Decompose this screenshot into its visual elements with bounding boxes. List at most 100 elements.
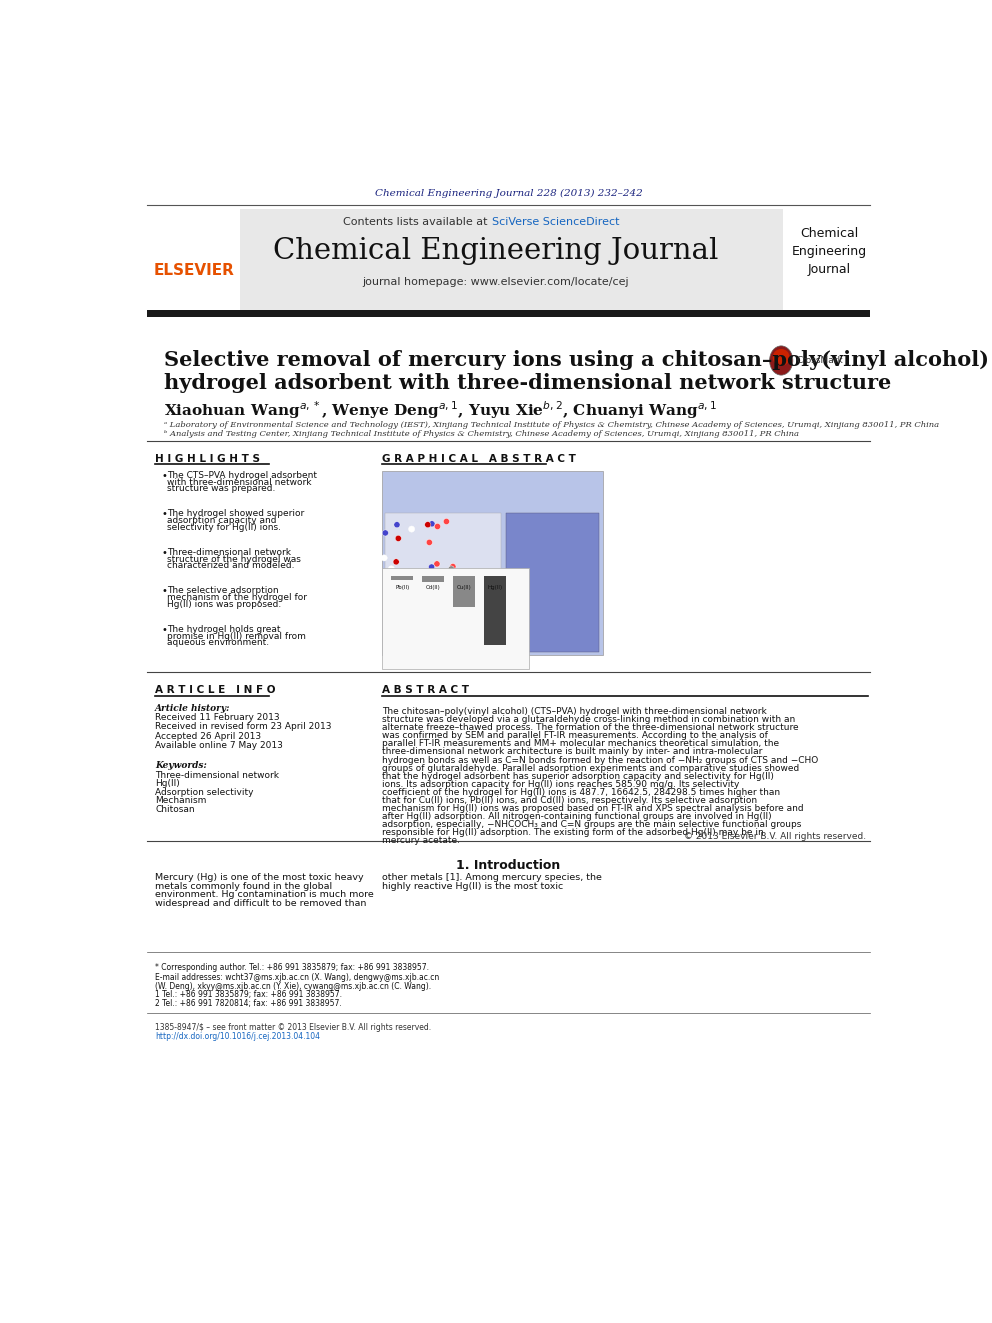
Text: Mechanism: Mechanism bbox=[155, 796, 206, 806]
Text: Mercury (Hg) is one of the most toxic heavy: Mercury (Hg) is one of the most toxic he… bbox=[155, 873, 364, 882]
Text: ᵃ Laboratory of Environmental Science and Technology (IEST), Xinjiang Technical : ᵃ Laboratory of Environmental Science an… bbox=[165, 421, 939, 429]
Text: Article history:: Article history: bbox=[155, 704, 230, 713]
Bar bbox=[147, 310, 870, 316]
Text: The selective adsorption: The selective adsorption bbox=[168, 586, 279, 595]
Text: The hydrogel showed superior: The hydrogel showed superior bbox=[168, 509, 305, 519]
Text: Contents lists available at: Contents lists available at bbox=[342, 217, 491, 228]
Text: mechanism of the hydrogel for: mechanism of the hydrogel for bbox=[168, 593, 308, 602]
Ellipse shape bbox=[770, 345, 793, 376]
Circle shape bbox=[405, 603, 411, 609]
Text: * Corresponding author. Tel.: +86 991 3835879; fax: +86 991 3838957.: * Corresponding author. Tel.: +86 991 38… bbox=[155, 963, 429, 972]
Text: after Hg(II) adsorption. All nitrogen-containing functional groups are involved : after Hg(II) adsorption. All nitrogen-co… bbox=[382, 812, 772, 822]
Circle shape bbox=[448, 566, 454, 572]
Text: Cu(II): Cu(II) bbox=[457, 585, 471, 590]
Text: Hg(II) ions was proposed.: Hg(II) ions was proposed. bbox=[168, 599, 282, 609]
Circle shape bbox=[425, 521, 431, 528]
Text: A B S T R A C T: A B S T R A C T bbox=[382, 685, 469, 696]
Circle shape bbox=[432, 631, 438, 638]
Circle shape bbox=[440, 643, 446, 648]
Text: mercury acetate.: mercury acetate. bbox=[382, 836, 460, 845]
Text: Xiaohuan Wang$^{a,*}$, Wenye Deng$^{a,1}$, Yuyu Xie$^{b,2}$, Chuanyi Wang$^{a,1}: Xiaohuan Wang$^{a,*}$, Wenye Deng$^{a,1}… bbox=[165, 400, 717, 421]
Text: •: • bbox=[161, 509, 167, 519]
Circle shape bbox=[429, 564, 434, 570]
Text: 1. Introduction: 1. Introduction bbox=[456, 860, 560, 872]
Text: characterized and modeled.: characterized and modeled. bbox=[168, 561, 295, 570]
Text: Available online 7 May 2013: Available online 7 May 2013 bbox=[155, 741, 283, 750]
Circle shape bbox=[409, 527, 415, 532]
Circle shape bbox=[388, 566, 395, 572]
Circle shape bbox=[420, 642, 427, 647]
Circle shape bbox=[443, 519, 449, 524]
Circle shape bbox=[394, 521, 400, 528]
Text: ions. Its adsorption capacity for Hg(II) ions reaches 585.90 mg/g. Its selectivi: ions. Its adsorption capacity for Hg(II)… bbox=[382, 779, 739, 789]
Text: Accepted 26 April 2013: Accepted 26 April 2013 bbox=[155, 732, 261, 741]
Text: with three-dimensional network: with three-dimensional network bbox=[168, 478, 311, 487]
Text: Keywords:: Keywords: bbox=[155, 761, 207, 770]
Circle shape bbox=[395, 536, 402, 541]
Bar bbox=[147, 209, 783, 312]
Text: promise in Hg(II) removal from: promise in Hg(II) removal from bbox=[168, 631, 307, 640]
Text: parallel FT-IR measurements and MM+ molecular mechanics theoretical simulation, : parallel FT-IR measurements and MM+ mole… bbox=[382, 740, 779, 749]
Text: © 2013 Elsevier B.V. All rights reserved.: © 2013 Elsevier B.V. All rights reserved… bbox=[684, 832, 866, 840]
Circle shape bbox=[449, 564, 456, 570]
Text: aqueous environment.: aqueous environment. bbox=[168, 639, 270, 647]
Circle shape bbox=[382, 531, 389, 536]
Circle shape bbox=[410, 574, 417, 581]
Text: http://dx.doi.org/10.1016/j.cej.2013.04.104: http://dx.doi.org/10.1016/j.cej.2013.04.… bbox=[155, 1032, 320, 1041]
Text: Selective removal of mercury ions using a chitosan–poly(vinyl alcohol): Selective removal of mercury ions using … bbox=[165, 349, 989, 369]
Text: that the hydrogel adsorbent has superior adsorption capacity and selectivity for: that the hydrogel adsorbent has superior… bbox=[382, 771, 774, 781]
Bar bbox=[385, 513, 501, 651]
Text: hydrogel adsorbent with three-dimensional network structure: hydrogel adsorbent with three-dimensiona… bbox=[165, 373, 892, 393]
Text: Received 11 February 2013: Received 11 February 2013 bbox=[155, 713, 280, 722]
Text: 1385-8947/$ – see front matter © 2013 Elsevier B.V. All rights reserved.: 1385-8947/$ – see front matter © 2013 El… bbox=[155, 1023, 432, 1032]
Circle shape bbox=[429, 521, 435, 527]
Text: The CTS–PVA hydrogel adsorbent: The CTS–PVA hydrogel adsorbent bbox=[168, 471, 317, 480]
Text: •: • bbox=[161, 471, 167, 480]
Text: metals commonly found in the global: metals commonly found in the global bbox=[155, 882, 332, 890]
Text: journal homepage: www.elsevier.com/locate/cej: journal homepage: www.elsevier.com/locat… bbox=[363, 277, 629, 287]
Text: Chemical Engineering Journal 228 (2013) 232–242: Chemical Engineering Journal 228 (2013) … bbox=[375, 189, 642, 198]
Text: Hg(II): Hg(II) bbox=[488, 585, 503, 590]
Text: hydrogen bonds as well as C=N bonds formed by the reaction of −NH₂ groups of CTS: hydrogen bonds as well as C=N bonds form… bbox=[382, 755, 818, 765]
Bar bbox=[382, 569, 530, 668]
Text: Pb(II): Pb(II) bbox=[395, 585, 410, 590]
Text: Received in revised form 23 April 2013: Received in revised form 23 April 2013 bbox=[155, 722, 331, 732]
Circle shape bbox=[381, 554, 387, 561]
Text: •: • bbox=[161, 624, 167, 635]
Text: ELSEVIER: ELSEVIER bbox=[154, 263, 234, 278]
Text: 1 Tel.: +86 991 3835879; fax: +86 991 3838957.: 1 Tel.: +86 991 3835879; fax: +86 991 38… bbox=[155, 991, 342, 999]
Text: responsible for Hg(II) adsorption. The existing form of the adsorbed Hg(II) may : responsible for Hg(II) adsorption. The e… bbox=[382, 828, 764, 837]
Text: environment. Hg contamination is much more: environment. Hg contamination is much mo… bbox=[155, 890, 374, 900]
Text: SciVerse ScienceDirect: SciVerse ScienceDirect bbox=[492, 217, 620, 228]
Text: adsorption capacity and: adsorption capacity and bbox=[168, 516, 277, 525]
Bar bbox=[423, 576, 444, 582]
Circle shape bbox=[423, 609, 429, 615]
Text: structure was prepared.: structure was prepared. bbox=[168, 484, 276, 493]
Bar bbox=[453, 576, 475, 607]
Text: Chemical
Engineering
Journal: Chemical Engineering Journal bbox=[792, 226, 867, 275]
Bar bbox=[484, 576, 506, 646]
Text: widespread and difficult to be removed than: widespread and difficult to be removed t… bbox=[155, 898, 366, 908]
Text: Adsorption selectivity: Adsorption selectivity bbox=[155, 789, 254, 796]
Text: structure of the hydrogel was: structure of the hydrogel was bbox=[168, 554, 302, 564]
Circle shape bbox=[434, 561, 440, 568]
Text: The chitosan–poly(vinyl alcohol) (CTS–PVA) hydrogel with three-dimensional netwo: The chitosan–poly(vinyl alcohol) (CTS–PV… bbox=[382, 706, 767, 716]
Text: adsorption, especially, −NHCOCH₃ and C=N groups are the main selective functiona: adsorption, especially, −NHCOCH₃ and C=N… bbox=[382, 820, 802, 830]
Circle shape bbox=[427, 540, 433, 545]
Text: ᵇ Analysis and Testing Center, Xinjiang Technical Institute of Physics & Chemist: ᵇ Analysis and Testing Center, Xinjiang … bbox=[165, 430, 800, 438]
Bar bbox=[147, 209, 240, 312]
Bar bbox=[382, 471, 603, 655]
Text: Three-dimensional network: Three-dimensional network bbox=[155, 771, 279, 781]
Text: selectivity for Hg(II) ions.: selectivity for Hg(II) ions. bbox=[168, 523, 282, 532]
Text: structure was developed via a glutaraldehyde cross-linking method in combination: structure was developed via a glutaralde… bbox=[382, 716, 796, 724]
Text: A R T I C L E   I N F O: A R T I C L E I N F O bbox=[155, 685, 276, 696]
Text: E-mail addresses: wcht37@ms.xjb.ac.cn (X. Wang), dengwy@ms.xjb.ac.cn: E-mail addresses: wcht37@ms.xjb.ac.cn (X… bbox=[155, 974, 439, 983]
Text: 2 Tel.: +86 991 7820814; fax: +86 991 3838957.: 2 Tel.: +86 991 7820814; fax: +86 991 38… bbox=[155, 999, 342, 1008]
Text: Chemical Engineering Journal: Chemical Engineering Journal bbox=[274, 237, 718, 265]
Text: Chitosan: Chitosan bbox=[155, 804, 194, 814]
Text: G R A P H I C A L   A B S T R A C T: G R A P H I C A L A B S T R A C T bbox=[382, 454, 576, 464]
Bar bbox=[392, 576, 413, 579]
Text: The hydrogel holds great: The hydrogel holds great bbox=[168, 624, 281, 634]
Circle shape bbox=[393, 558, 399, 565]
Text: other metals [1]. Among mercury species, the: other metals [1]. Among mercury species,… bbox=[382, 873, 602, 882]
